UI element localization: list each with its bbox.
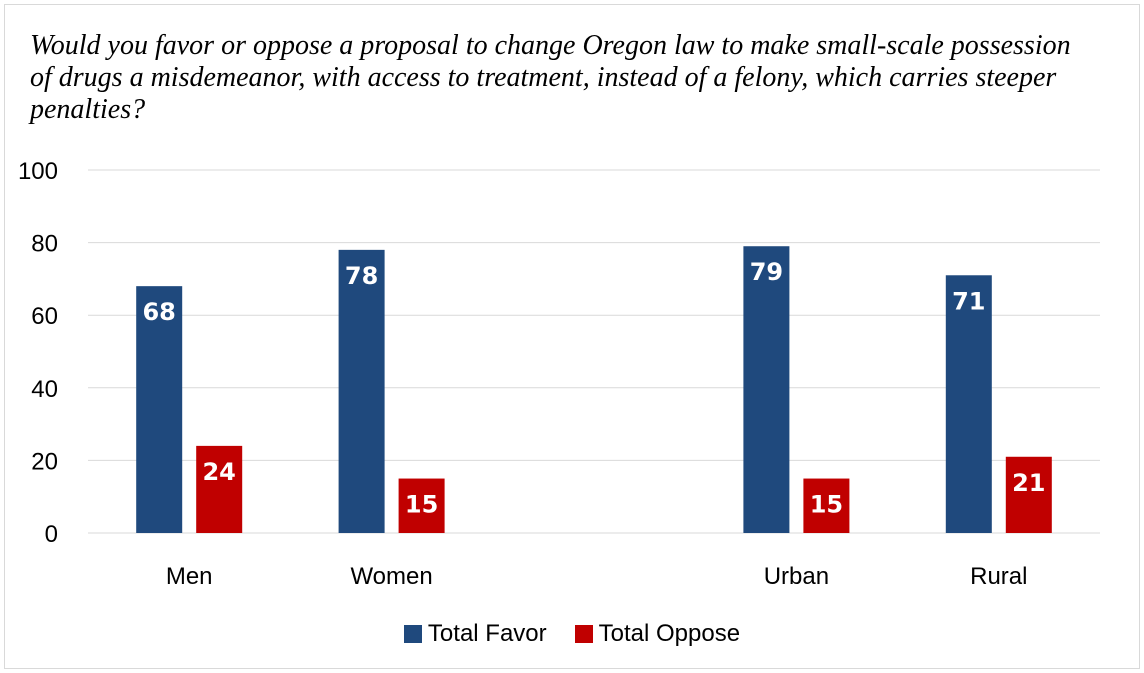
y-tick-label-80: 80: [31, 231, 58, 258]
data-label-men-total-oppose: 24: [202, 458, 235, 486]
y-axis-ticks: 0 20 40 60 80 100: [18, 158, 58, 548]
category-label-women: Women: [350, 563, 432, 590]
bar-women-total-favor: [338, 249, 385, 534]
y-tick-label-20: 20: [31, 448, 58, 475]
y-tick-label-60: 60: [31, 303, 58, 330]
data-label-women-total-oppose: 15: [405, 491, 438, 519]
bar-urban-total-favor: [743, 246, 790, 534]
bars: [136, 246, 1052, 534]
data-label-women-total-favor: 78: [345, 262, 378, 290]
legend-swatch-favor: [403, 625, 422, 643]
bar-urban-total-oppose: [803, 478, 850, 533]
legend-item-oppose: Total Oppose: [574, 620, 741, 648]
bar-men-total-oppose: [196, 445, 243, 533]
data-label-rural-total-favor: 71: [952, 287, 985, 315]
category-label-urban: Urban: [764, 563, 829, 590]
legend-swatch-oppose: [574, 625, 593, 643]
legend-label-oppose: Total Oppose: [598, 620, 741, 647]
legend: Total Favor Total Oppose: [0, 620, 1144, 648]
y-tick-label-40: 40: [31, 376, 58, 403]
legend-item-favor: Total Favor: [403, 620, 547, 648]
x-axis-categories: Men Women Urban Rural: [166, 563, 1028, 590]
category-label-men: Men: [166, 563, 213, 590]
data-labels: 68 24 78 15 79 15 71 21: [142, 258, 1045, 518]
data-label-urban-total-oppose: 15: [810, 491, 843, 519]
data-label-rural-total-oppose: 21: [1012, 469, 1045, 497]
category-label-rural: Rural: [970, 563, 1027, 590]
y-tick-label-100: 100: [18, 158, 58, 185]
data-label-urban-total-favor: 79: [750, 258, 783, 286]
chart-title: Would you favor or oppose a proposal to …: [30, 30, 1071, 125]
y-tick-label-0: 0: [45, 521, 58, 548]
data-label-men-total-favor: 68: [142, 298, 175, 326]
legend-label-favor: Total Favor: [427, 620, 547, 647]
bar-men-total-favor: [136, 286, 183, 533]
bar-rural-total-favor: [945, 275, 992, 533]
gridlines: [88, 169, 1100, 534]
bar-rural-total-oppose: [1005, 456, 1052, 533]
bar-women-total-oppose: [398, 478, 445, 533]
